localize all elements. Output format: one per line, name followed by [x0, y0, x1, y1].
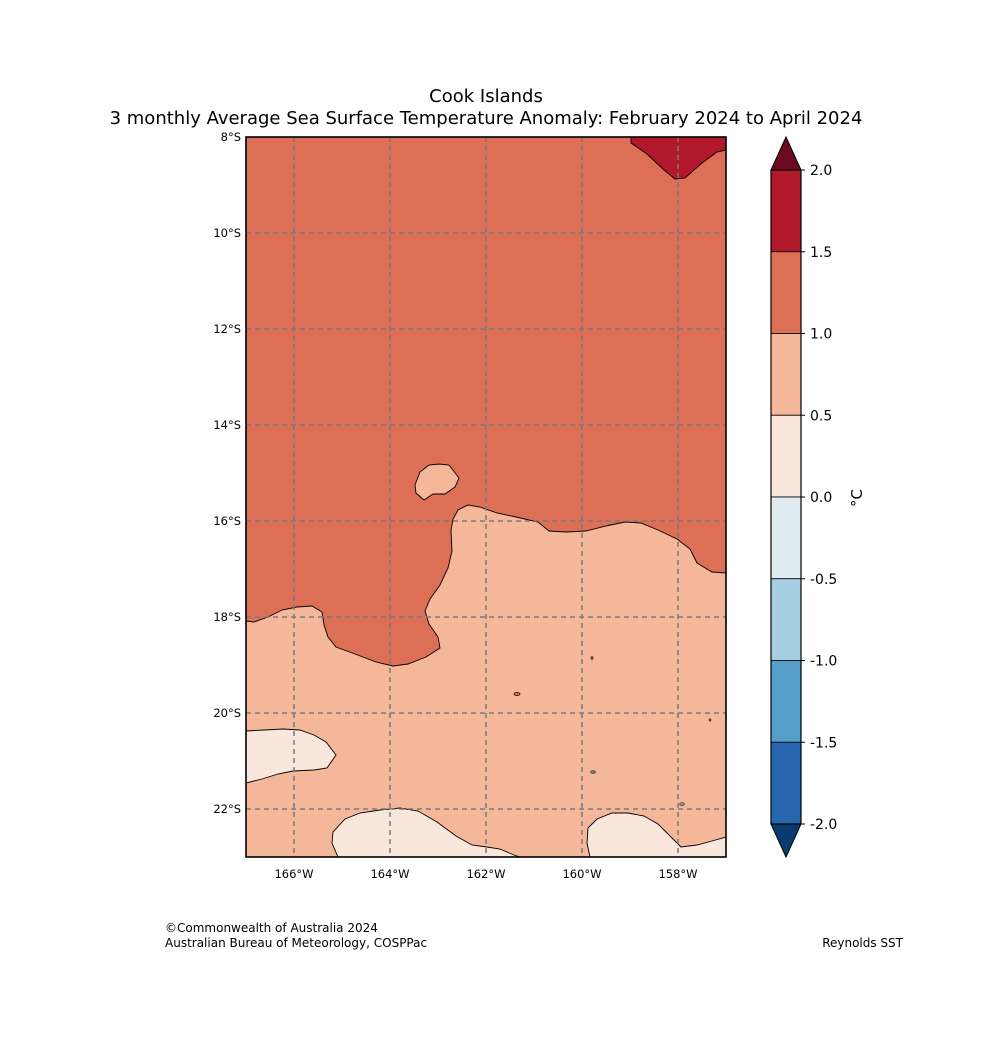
island-marker [513, 692, 521, 696]
latitude-label: 14°S [213, 418, 241, 432]
latitude-label: 20°S [213, 706, 241, 720]
colorbar-tick-label: 1.5 [810, 245, 832, 261]
colorbar-tick-label: -1.0 [810, 654, 837, 670]
colorbar-tick-label: -2.0 [810, 817, 837, 833]
longitude-label: 162°W [466, 867, 505, 881]
longitude-label: 166°W [274, 867, 313, 881]
colorbar-band [770, 741, 802, 825]
colorbar-tick-label: 0.0 [810, 490, 832, 506]
colorbar-over-triangle [770, 135, 802, 171]
longitude-label: 164°W [370, 867, 409, 881]
colorbar-band [770, 333, 802, 416]
colorbar-tick-label: 2.0 [810, 163, 832, 179]
colorbar-tick-label: 0.5 [810, 408, 832, 424]
map-title: Cook Islands 3 monthly Average Sea Surfa… [0, 86, 972, 130]
data-source-text: Reynolds SST [822, 936, 903, 950]
colorbar-band [770, 578, 802, 661]
colorbar-band [770, 251, 802, 334]
anomaly-region-0.0-0.5-south [331, 807, 521, 857]
colorbar-tick-label: 1.0 [810, 327, 832, 343]
map-gridlines [246, 137, 726, 857]
map-frame [245, 136, 727, 858]
colorbar-tick-label: -0.5 [810, 572, 837, 588]
map-title-description: 3 monthly Average Sea Surface Temperatur… [109, 108, 863, 129]
colorbar-band [770, 414, 802, 498]
latitude-axis-labels: 8°S 10°S 12°S 14°S 16°S 18°S 20°S 22°S [213, 130, 241, 816]
anomaly-region-0.0-0.5-west [246, 728, 337, 784]
colorbar-band [770, 496, 802, 580]
latitude-label: 10°S [213, 226, 241, 240]
latitude-label: 8°S [221, 130, 241, 144]
map-title-region: Cook Islands [429, 86, 543, 107]
colorbar-unit-label: °C [848, 489, 866, 507]
latitude-label: 16°S [213, 514, 241, 528]
island-marker [590, 770, 596, 774]
island-marker [679, 802, 685, 806]
anomaly-region-0.0-0.5-southeast [586, 812, 726, 857]
latitude-label: 18°S [213, 610, 241, 624]
latitude-label: 22°S [213, 802, 241, 816]
colorbar: 2.0 1.5 1.0 0.5 0.0 -0.5 -1.0 -1.5 -2.0 [770, 135, 837, 859]
colorbar-band [770, 169, 802, 253]
longitude-axis-labels: 166°W 164°W 162°W 160°W 158°W [274, 867, 697, 881]
footer-credits: ©Commonwealth of Australia 2024 Australi… [165, 921, 427, 951]
island-marker [708, 718, 712, 722]
colorbar-band [770, 660, 802, 743]
anomaly-region-0.5-1.0-islet [414, 463, 460, 501]
latitude-label: 12°S [213, 322, 241, 336]
copyright-text: ©Commonwealth of Australia 2024 [165, 921, 378, 935]
longitude-label: 160°W [562, 867, 601, 881]
longitude-label: 158°W [658, 867, 697, 881]
island-marker [590, 656, 594, 660]
colorbar-under-triangle [770, 823, 802, 859]
colorbar-tick-label: -1.5 [810, 735, 837, 751]
agency-text: Australian Bureau of Meteorology, COSPPa… [165, 936, 428, 950]
